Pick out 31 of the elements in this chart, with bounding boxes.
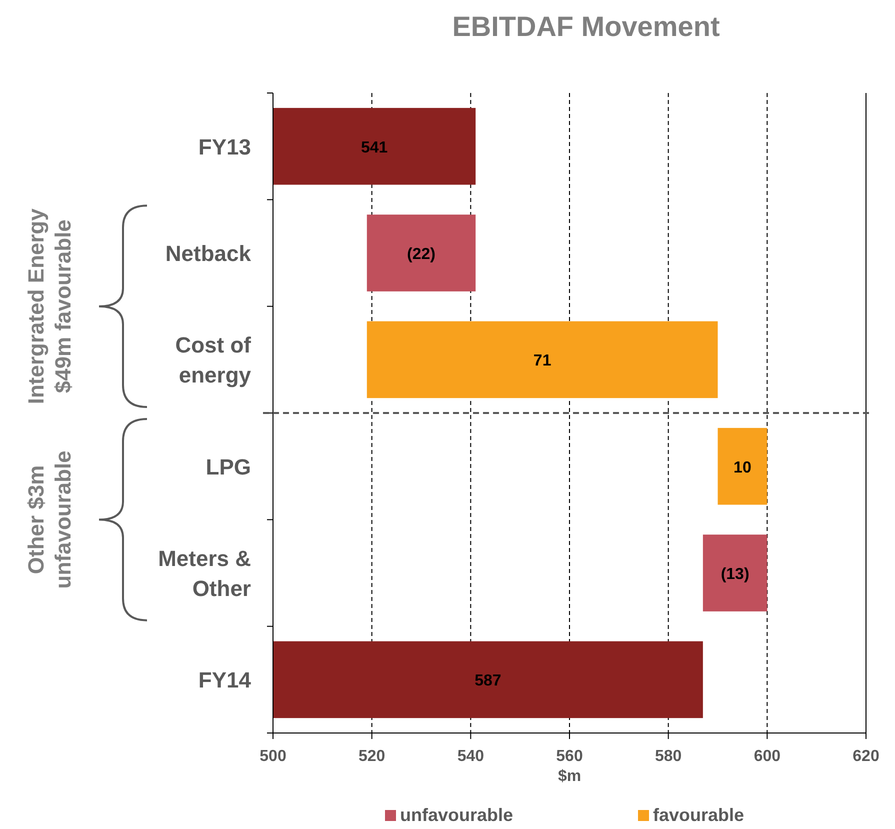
y-tick-label: FY14: [198, 668, 252, 693]
legend-label: favourable: [653, 805, 744, 825]
y-tick-label: Cost of energy: [175, 332, 252, 388]
data-label: 10: [734, 459, 752, 476]
x-tick-label: 520: [358, 748, 386, 765]
y-tick-label: Netback: [165, 241, 252, 266]
data-label: (13): [720, 566, 750, 583]
y-tick-label: Meters & Other: [158, 546, 252, 601]
legend-label: unfavourable: [400, 805, 514, 825]
x-tick-label: 500: [260, 748, 286, 765]
x-axis-title: $m: [558, 768, 582, 785]
x-tick-label: 600: [754, 748, 781, 765]
x-tick-label: 580: [654, 748, 682, 765]
bar: [366, 214, 476, 292]
text: Other $3m unfavourable: [24, 450, 76, 589]
y-tick-label: LPG: [206, 454, 251, 480]
bar: [366, 321, 718, 398]
data-label: 541: [360, 139, 388, 156]
bar: [273, 641, 703, 718]
x-tick-label: 560: [556, 748, 583, 765]
data-label: 587: [474, 672, 502, 690]
x-tick-label: 620: [852, 748, 880, 765]
chart-title: EBITDAF Movement: [452, 11, 720, 42]
text: Intergrated Energy $49m favourable: [24, 208, 76, 404]
x-tick-label: 540: [457, 748, 484, 765]
data-label: 71: [533, 352, 552, 370]
data-label: (22): [407, 246, 436, 263]
bar: [702, 534, 768, 612]
y-tick-label: FY13: [198, 134, 251, 160]
bar: [273, 108, 476, 185]
bar: [718, 428, 768, 505]
